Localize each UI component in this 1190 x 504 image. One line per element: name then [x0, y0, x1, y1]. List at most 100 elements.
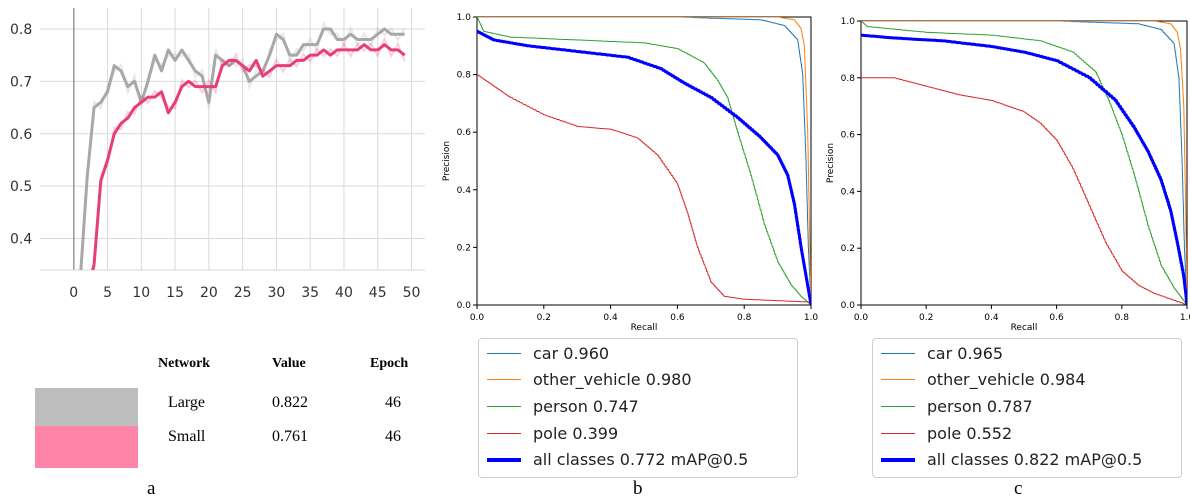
row-small-value: 0.761 [272, 428, 308, 445]
panel-label-b: b [633, 478, 643, 499]
x-tick-label: 1.0 [804, 313, 819, 323]
legend-label: car 0.960 [533, 344, 610, 363]
legend-label: person 0.787 [927, 397, 1033, 416]
x-tick-label: 0.6 [670, 313, 685, 323]
legend-line [881, 458, 915, 462]
y-tick-label: 0.8 [10, 22, 32, 38]
legend-line [881, 433, 915, 434]
y-tick-label: 0.0 [841, 301, 856, 311]
x-tick-label: 20 [200, 285, 218, 300]
x-tick-label: 1.0 [1180, 313, 1190, 323]
y-tick-label: 0.4 [457, 186, 472, 196]
legend-label: pole 0.399 [533, 424, 619, 443]
y-tick-label: 1.0 [841, 17, 856, 27]
x-tick-label: 0.0 [854, 313, 869, 323]
y-tick-label: 0.0 [457, 301, 472, 311]
x-tick-label: 0 [69, 285, 78, 300]
series-shadow-large [79, 20, 406, 270]
x-tick-label: 35 [301, 285, 319, 300]
series-line-person [477, 17, 811, 305]
x-tick-label: 0.0 [470, 313, 485, 323]
legend-label: pole 0.552 [927, 424, 1013, 443]
y-tick-label: 0.4 [10, 232, 32, 248]
legend-line [487, 433, 521, 434]
series-line-all [861, 33, 1187, 305]
pr-curve-chart-b: 0.0 0.2 0.4 0.6 0.8 1.0 0.0 0.2 0.4 0.6 0.8 1.0 Reca… [442, 13, 819, 333]
legend-label: all classes 0.772 mAP@0.5 [533, 450, 749, 469]
x-tick-label: 0.8 [737, 313, 752, 323]
panel-label-a: a [147, 478, 156, 499]
x-tick-label: 25 [234, 285, 252, 300]
panel-label-c: c [1014, 478, 1023, 499]
y-tick-label: 0.4 [841, 187, 856, 197]
x-axis-label: Recall [631, 323, 658, 333]
plot-frame [476, 16, 812, 306]
series-line-pole [477, 74, 811, 303]
plot-area [477, 17, 811, 305]
panel-a: 0 5 10 15 20 25 30 35 40 45 50 0.4 0.5 0.6 0.7 0.8 [0, 0, 430, 301]
series-line-small [91, 43, 406, 270]
legend-line [881, 406, 915, 407]
y-tick-label: 0.6 [10, 127, 32, 143]
row-large-value: 0.822 [272, 394, 308, 411]
x-tick-label: 0.4 [984, 313, 999, 323]
series-line-other-vehicle [861, 21, 1187, 305]
legend-label: other_vehicle 0.980 [533, 370, 692, 389]
x-tick-label: 15 [166, 285, 184, 300]
y-axis-label: Precision [442, 141, 452, 181]
swatch-large [35, 388, 138, 426]
row-large-network: Large [168, 394, 206, 411]
series-line-car [861, 21, 1187, 305]
legend-line [487, 458, 521, 462]
y-tick-label: 1.0 [457, 13, 472, 23]
legend-label: other_vehicle 0.984 [927, 370, 1086, 389]
y-tick-label: 0.7 [10, 74, 32, 90]
series-line-pole [861, 77, 1187, 305]
x-tick-label: 0.8 [1115, 313, 1130, 323]
legend-b: car 0.960 other_vehicle 0.980 person 0.7… [478, 338, 798, 478]
y-tick-label: 0.8 [841, 74, 856, 84]
row-large-epoch: 46 [385, 394, 401, 411]
plot-area [79, 20, 406, 270]
header-value: Value [272, 356, 306, 371]
y-tick-label: 0.2 [841, 244, 855, 254]
x-tick-label: 0.4 [603, 313, 618, 323]
network-table: Network Value Epoch Large 0.822 46 Small… [0, 340, 440, 480]
series-line-car [477, 17, 811, 305]
y-tick-label: 0.6 [841, 131, 856, 141]
x-tick-label: 50 [403, 285, 421, 300]
legend-line [487, 353, 521, 354]
pr-curve-chart-c: 0.0 0.2 0.4 0.6 0.8 1.0 0.0 0.2 0.4 0.6 0.8 1.0 Reca… [826, 17, 1190, 333]
legend-label: person 0.747 [533, 397, 639, 416]
legend-label: all classes 0.822 mAP@0.5 [927, 450, 1143, 469]
map-training-chart: 0 5 10 15 20 25 30 35 40 45 50 0.4 0.5 0.6 0.7 0.8 [10, 8, 425, 301]
x-tick-label: 10 [132, 285, 150, 300]
legend-line [881, 379, 915, 380]
x-tick-label: 30 [267, 285, 285, 300]
y-tick-label: 0.2 [457, 243, 471, 253]
legend-c: car 0.965 other_vehicle 0.984 person 0.7… [872, 338, 1182, 478]
legend-line [487, 406, 521, 407]
x-axis-label: Recall [1011, 323, 1038, 333]
x-tick-label: 40 [335, 285, 353, 300]
series-line-other-vehicle [477, 17, 811, 305]
y-tick-label: 0.5 [10, 179, 32, 195]
x-tick-label: 5 [103, 285, 112, 300]
panel-b: 0.0 0.2 0.4 0.6 0.8 1.0 0.0 0.2 0.4 0.6 0.8 1.0 Reca… [435, 5, 825, 335]
row-small-epoch: 46 [385, 428, 401, 445]
legend-line [881, 353, 915, 354]
x-tick-label: 0.6 [1049, 313, 1064, 323]
legend-label: car 0.965 [927, 344, 1004, 363]
series-line-all [477, 29, 811, 305]
header-network: Network [158, 356, 211, 371]
plot-frame [860, 20, 1188, 306]
header-epoch: Epoch [370, 356, 409, 371]
y-tick-label: 0.6 [457, 128, 472, 138]
panel-c: 0.0 0.2 0.4 0.6 0.8 1.0 0.0 0.2 0.4 0.6 0.8 1.0 Reca… [820, 5, 1190, 335]
plot-area [861, 21, 1187, 305]
x-tick-label: 0.2 [919, 313, 933, 323]
y-axis-label: Precision [826, 143, 836, 183]
swatch-small [35, 426, 138, 468]
row-small-network: Small [168, 428, 206, 445]
y-tick-label: 0.8 [457, 71, 472, 81]
